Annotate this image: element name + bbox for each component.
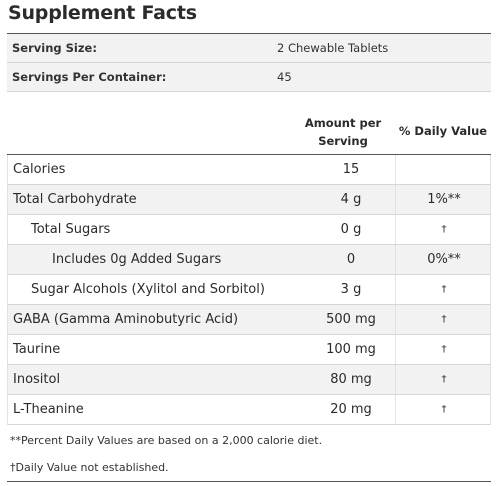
nutrient-amount: 100 mg <box>326 342 376 357</box>
nutrient-daily-value: 0%** <box>395 245 492 274</box>
nutrient-row-added-sugars: Includes 0g Added Sugars 0 0%** <box>7 245 491 275</box>
title-divider <box>7 33 491 34</box>
nutrient-amount: 20 mg <box>330 402 372 417</box>
daily-value-header: % Daily Value <box>398 124 488 138</box>
nutrient-row-gaba: GABA (Gamma Aminobutyric Acid) 500 mg † <box>7 305 491 335</box>
nutrient-amount: 4 g <box>340 192 362 207</box>
servings-per-container-value: 45 <box>277 70 292 84</box>
nutrient-amount: 3 g <box>340 282 362 297</box>
servings-per-container-row: Servings Per Container: 45 <box>7 63 491 92</box>
nutrient-daily-value: † <box>395 335 492 364</box>
nutrient-name: Total Sugars <box>31 222 111 237</box>
nutrient-row-sugar-alcohols: Sugar Alcohols (Xylitol and Sorbitol) 3 … <box>7 275 491 305</box>
amount-header-line1: Amount per <box>304 116 382 130</box>
nutrient-name: Inositol <box>13 372 61 387</box>
nutrient-amount: 0 g <box>340 222 362 237</box>
amount-header-line2: Serving <box>318 134 368 148</box>
footnote-daily-value-not-established: †Daily Value not established. <box>10 461 169 474</box>
nutrient-row-calories: Calories 15 <box>7 155 491 185</box>
nutrient-amount: 80 mg <box>330 372 372 387</box>
nutrient-row-total-sugars: Total Sugars 0 g † <box>7 215 491 245</box>
nutrient-daily-value: † <box>395 395 492 424</box>
footnote-percent-daily-values: **Percent Daily Values are based on a 2,… <box>10 434 323 447</box>
nutrient-name: GABA (Gamma Aminobutyric Acid) <box>13 312 239 327</box>
nutrient-row-total-carbohydrate: Total Carbohydrate 4 g 1%** <box>7 185 491 215</box>
header-divider <box>7 154 491 155</box>
nutrient-daily-value: † <box>395 365 492 394</box>
serving-size-row: Serving Size: 2 Chewable Tablets <box>7 34 491 63</box>
nutrient-daily-value: † <box>395 215 492 244</box>
panel-title: Supplement Facts <box>8 2 197 24</box>
nutrient-name: Sugar Alcohols (Xylitol and Sorbitol) <box>31 282 265 297</box>
nutrient-daily-value <box>395 155 492 184</box>
serving-size-label: Serving Size: <box>12 41 97 55</box>
nutrient-name: L-Theanine <box>13 402 84 417</box>
nutrient-name: Calories <box>13 162 66 177</box>
serving-size-value: 2 Chewable Tablets <box>277 41 389 55</box>
nutrient-name: Total Carbohydrate <box>13 192 137 207</box>
nutrient-name: Taurine <box>13 342 61 357</box>
nutrient-row-l-theanine: L-Theanine 20 mg † <box>7 395 491 425</box>
nutrient-daily-value: 1%** <box>395 185 492 214</box>
nutrient-name: Includes 0g Added Sugars <box>52 252 222 267</box>
nutrient-daily-value: † <box>395 275 492 304</box>
nutrient-row-taurine: Taurine 100 mg † <box>7 335 491 365</box>
nutrient-amount: 15 <box>342 162 360 177</box>
amount-per-serving-header: Amount per Serving <box>303 114 383 150</box>
nutrient-amount: 0 <box>346 252 356 267</box>
nutrient-daily-value: † <box>395 305 492 334</box>
nutrient-row-inositol: Inositol 80 mg † <box>7 365 491 395</box>
nutrient-amount: 500 mg <box>326 312 376 327</box>
bottom-divider <box>7 481 491 482</box>
servings-per-container-label: Servings Per Container: <box>12 70 167 84</box>
